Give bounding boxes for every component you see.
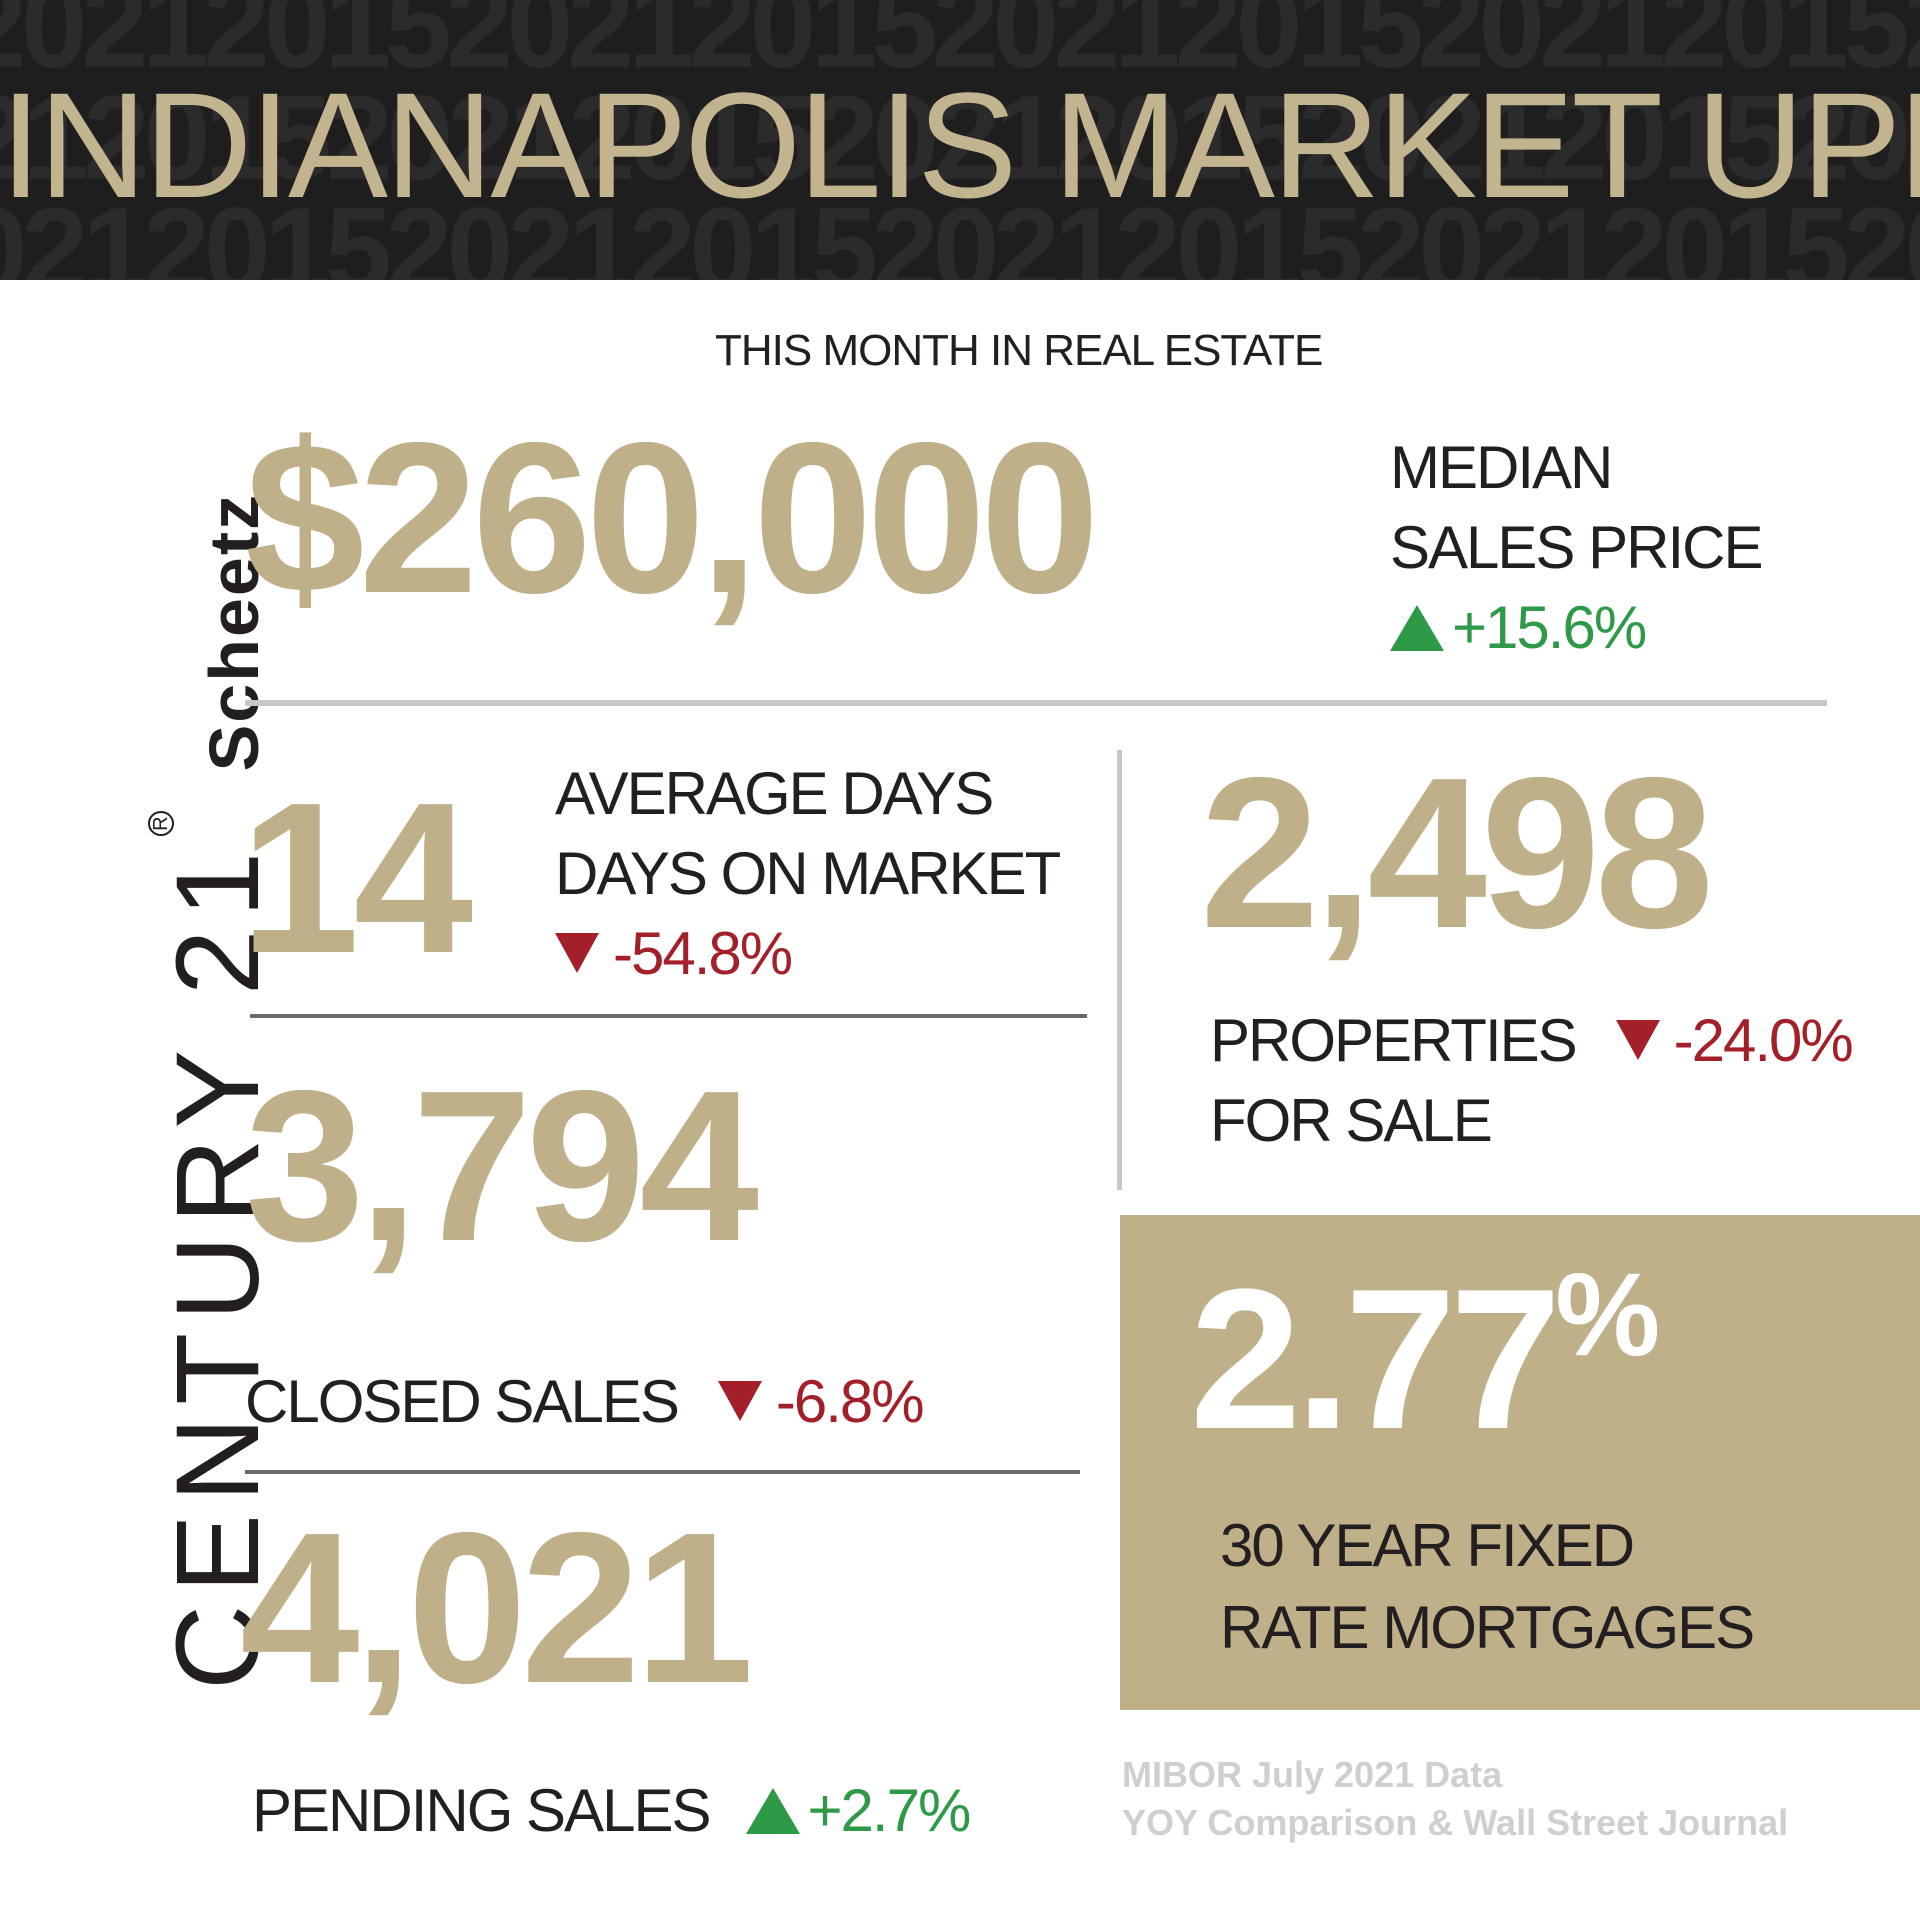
mortgage-rate-unit: % [1555,1249,1661,1381]
pending-sales-label: PENDING SALES +2.7% [252,1771,972,1851]
mortgage-rate-label: 30 YEAR FIXED RATE MORTGAGES [1220,1505,1755,1669]
properties-change-value: -24.0% [1673,1007,1854,1074]
median-change: +15.6% [1390,588,1762,668]
data-source: MIBOR July 2021 Data YOY Comparison & Wa… [1122,1751,1788,1847]
divider-left-1 [250,1014,1087,1018]
registered-mark: R [148,811,174,836]
median-label-line2: SALES PRICE [1390,514,1763,581]
dom-label-line1: AVERAGE DAYS [555,760,994,827]
pending-change: +2.7% [745,1777,972,1844]
properties-label: PROPERTIES -24.0% FOR SALE [1210,1001,1854,1161]
page-title: INDIANAPOLIS MARKET UPDATE [0,61,1920,229]
down-arrow-icon [717,1381,762,1422]
properties-label-line2: FOR SALE [1210,1087,1493,1154]
properties-for-sale-value: 2,498 [1200,732,1714,973]
dom-label-line2: DAYS ON MARKET [555,840,1061,907]
pending-change-value: +2.7% [807,1777,972,1844]
up-arrow-icon [1390,605,1444,652]
closed-sales-value: 3,794 [245,1045,759,1286]
median-price-value: $260,000 [245,397,1100,638]
pending-sales-label-text: PENDING SALES [252,1777,711,1844]
mortgage-rate-value: 2.77% [1190,1256,1660,1460]
days-on-market-label: AVERAGE DAYS DAYS ON MARKET -54.8% [555,754,1061,994]
mortgage-rate-box: 2.77% 30 YEAR FIXED RATE MORTGAGES [1120,1215,1920,1710]
closed-change: -6.8% [717,1368,925,1435]
closed-change-value: -6.8% [775,1368,925,1435]
mortgage-label-line2: RATE MORTGAGES [1220,1594,1755,1661]
source-line2: YOY Comparison & Wall Street Journal [1122,1802,1789,1843]
header-banner: 20212015202120152021201520212015 20212015… [0,0,1920,280]
mortgage-label-line1: 30 YEAR FIXED [1220,1512,1635,1579]
down-arrow-icon [1615,1020,1660,1061]
up-arrow-icon [745,1788,800,1835]
median-change-value: +15.6% [1452,594,1647,661]
source-line1: MIBOR July 2021 Data [1122,1754,1503,1795]
dom-change: -54.8% [555,914,1059,994]
pending-sales-value: 4,021 [240,1487,754,1728]
header-background-pattern: 20212015202120152021201520212015 20212015… [0,0,1920,280]
median-label-line1: MEDIAN [1390,434,1613,501]
days-on-market-value: 14 [240,757,473,998]
divider-left-2 [245,1470,1080,1474]
down-arrow-icon [555,933,599,974]
properties-change: -24.0% [1615,1007,1854,1074]
closed-sales-label: CLOSED SALES -6.8% [245,1362,925,1442]
divider-vertical [1117,750,1122,1190]
subtitle: THIS MONTH IN REAL ESTATE [715,326,1323,375]
closed-sales-label-text: CLOSED SALES [245,1368,680,1435]
median-price-label: MEDIAN SALES PRICE +15.6% [1390,428,1763,668]
divider-top [245,700,1827,706]
dom-change-value: -54.8% [613,920,793,987]
properties-label-line1: PROPERTIES [1210,1007,1578,1074]
mortgage-rate-number: 2.77 [1190,1248,1561,1471]
